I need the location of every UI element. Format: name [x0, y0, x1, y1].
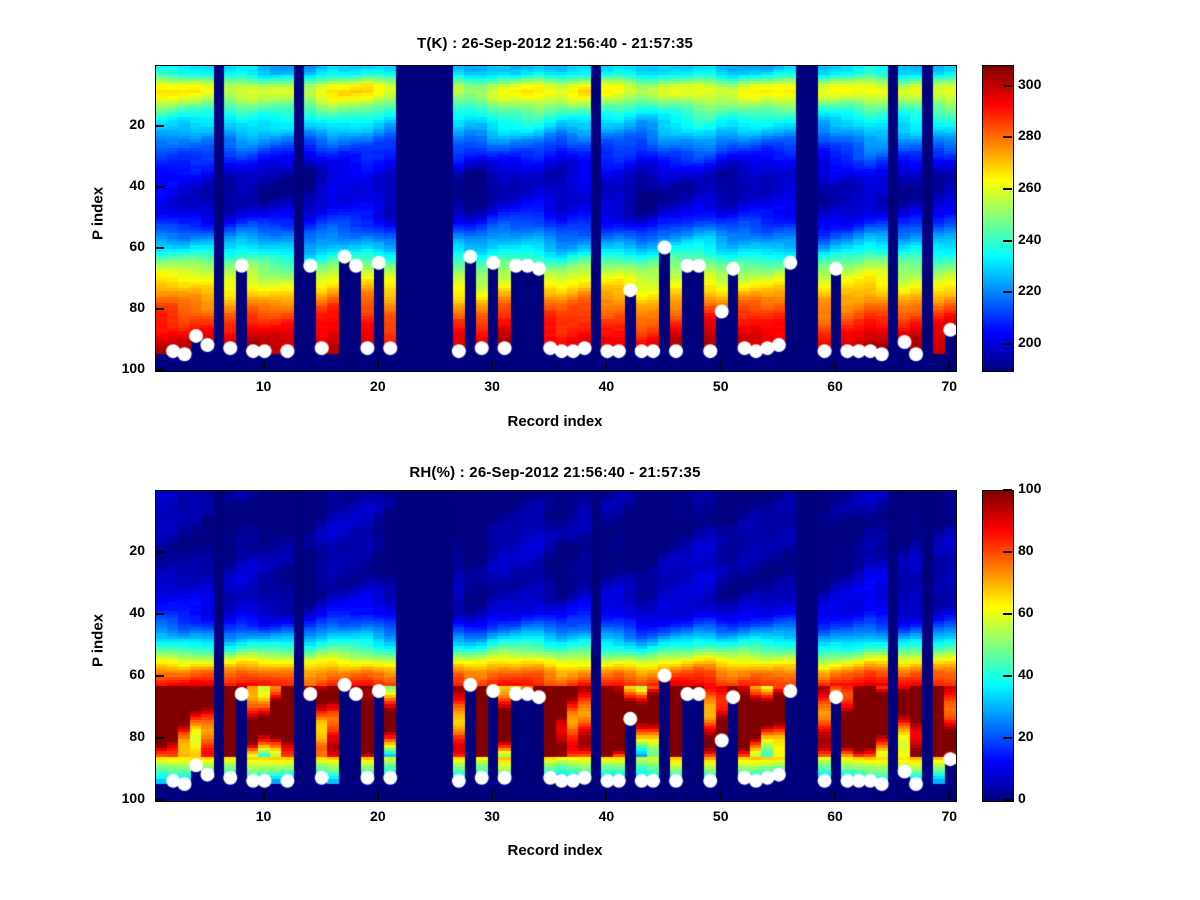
x-tick-rh-mark-0 [262, 791, 265, 800]
x-tick-temp-3: 40 [598, 378, 615, 394]
heatmap-temperature[interactable] [155, 65, 957, 372]
y-tick-temp-0: 20 [129, 116, 145, 132]
x-tick-rh-mark-2 [491, 791, 494, 800]
y-tick-temp-mark-4 [155, 369, 164, 371]
heatmap-relative-humidity[interactable] [155, 490, 957, 802]
y-tick-temp-1: 40 [129, 177, 145, 193]
colorbar-tick-temp-mark-2 [1003, 239, 1012, 242]
x-tick-rh-mark-5 [834, 791, 836, 800]
x-tick-rh-mark-4 [719, 791, 722, 800]
y-tick-rh-2: 60 [129, 666, 145, 682]
colorbar-tick-rh-2: 40 [1018, 666, 1034, 682]
y-axis-label-relative-humidity: P index [89, 613, 107, 668]
colorbar-tick-temp-4: 280 [1018, 127, 1042, 144]
colorbar-tick-rh-mark-0 [1003, 799, 1012, 801]
y-tick-rh-0: 20 [129, 542, 145, 558]
plot-title-relative-humidity: RH(%) : 26-Sep-2012 21:56:40 - 21:57:35 [409, 464, 701, 481]
colorbar-tick-rh-4: 80 [1018, 542, 1034, 558]
x-tick-rh-0: 10 [255, 808, 272, 824]
colorbar-tick-temp-0: 200 [1018, 334, 1042, 351]
x-tick-rh-mark-6 [948, 791, 951, 800]
y-tick-temp-mark-0 [155, 125, 164, 127]
x-tick-rh-mark-1 [376, 791, 379, 800]
x-tick-rh-3: 40 [598, 808, 615, 824]
x-tick-rh-5: 60 [827, 808, 843, 824]
y-tick-temp-mark-1 [155, 186, 164, 188]
x-tick-temp-mark-1 [376, 361, 379, 370]
x-tick-temp-4: 50 [712, 378, 729, 394]
y-tick-rh-3: 80 [129, 728, 145, 744]
y-tick-temp-mark-2 [155, 247, 164, 249]
y-tick-rh-mark-4 [155, 799, 164, 801]
x-tick-rh-4: 50 [712, 808, 729, 824]
colorbar-tick-rh-5: 100 [1018, 480, 1042, 496]
x-tick-rh-6: 70 [941, 808, 958, 824]
x-tick-temp-mark-5 [834, 361, 836, 370]
colorbar-tick-temp-1: 220 [1018, 282, 1042, 299]
colorbar-temperature[interactable] [982, 65, 1014, 372]
y-tick-temp-mark-3 [155, 308, 164, 310]
x-axis-label-relative-humidity: Record index [507, 842, 603, 859]
colorbar-relative-humidity[interactable] [982, 490, 1014, 802]
colorbar-tick-temp-mark-4 [1003, 136, 1012, 139]
panel-temperature: T(K) : 26-Sep-2012 21:56:40 - 21:57:35 P… [89, 35, 1042, 430]
colorbar-tick-rh-mark-4 [1003, 551, 1012, 553]
y-tick-rh-1: 40 [129, 604, 145, 620]
colorbar-tick-rh-0: 0 [1018, 790, 1026, 806]
x-tick-temp-0: 10 [255, 378, 272, 394]
heatmap-relative-humidity-canvas [156, 491, 956, 801]
colorbar-tick-rh-mark-3 [1003, 613, 1012, 615]
colorbar-tick-temp-2: 240 [1018, 230, 1042, 247]
colorbar-tick-temp-mark-1 [1003, 291, 1012, 294]
y-axis-label-temperature: P index [89, 186, 107, 241]
colorbar-tick-temp-mark-3 [1003, 188, 1012, 191]
colorbar-tick-rh-3: 60 [1018, 604, 1034, 620]
x-tick-temp-mark-0 [262, 361, 265, 370]
x-tick-temp-mark-3 [605, 361, 608, 370]
colorbar-tick-temp-mark-0 [1003, 343, 1012, 346]
x-tick-temp-5: 60 [827, 378, 843, 394]
colorbar-temperature-canvas [983, 66, 1013, 371]
colorbar-tick-temp-3: 260 [1018, 179, 1042, 196]
heatmap-temperature-canvas [156, 66, 956, 371]
colorbar-tick-temp-5: 300 [1018, 75, 1042, 92]
colorbar-tick-rh-mark-1 [1003, 737, 1012, 739]
colorbar-relative-humidity-canvas [983, 491, 1013, 801]
x-tick-temp-1: 20 [370, 378, 386, 394]
y-tick-temp-2: 60 [129, 238, 145, 254]
y-tick-rh-mark-2 [155, 675, 164, 677]
x-tick-temp-6: 70 [941, 378, 958, 394]
colorbar-tick-rh-mark-2 [1003, 675, 1012, 677]
x-tick-temp-mark-2 [491, 361, 494, 370]
x-tick-temp-2: 30 [484, 378, 500, 394]
x-axis-label-temperature: Record index [507, 413, 603, 430]
x-tick-temp-mark-6 [948, 361, 951, 370]
y-tick-rh-mark-3 [155, 737, 164, 739]
y-tick-temp-4: 100 [121, 360, 145, 376]
x-tick-rh-mark-3 [605, 791, 608, 800]
y-tick-temp-3: 80 [129, 299, 145, 315]
colorbar-tick-rh-mark-5 [1003, 489, 1012, 491]
plot-title-temperature: T(K) : 26-Sep-2012 21:56:40 - 21:57:35 [416, 35, 694, 52]
colorbar-tick-rh-1: 20 [1018, 728, 1034, 744]
y-tick-rh-mark-1 [155, 613, 164, 615]
x-tick-temp-mark-4 [719, 361, 722, 370]
colorbar-tick-temp-mark-5 [1003, 84, 1012, 87]
panel-relative-humidity: RH(%) : 26-Sep-2012 21:56:40 - 21:57:35 … [0, 450, 1200, 900]
x-tick-rh-2: 30 [484, 808, 500, 824]
x-tick-rh-1: 20 [370, 808, 386, 824]
y-tick-rh-mark-0 [155, 551, 164, 553]
y-tick-rh-4: 100 [121, 790, 145, 806]
